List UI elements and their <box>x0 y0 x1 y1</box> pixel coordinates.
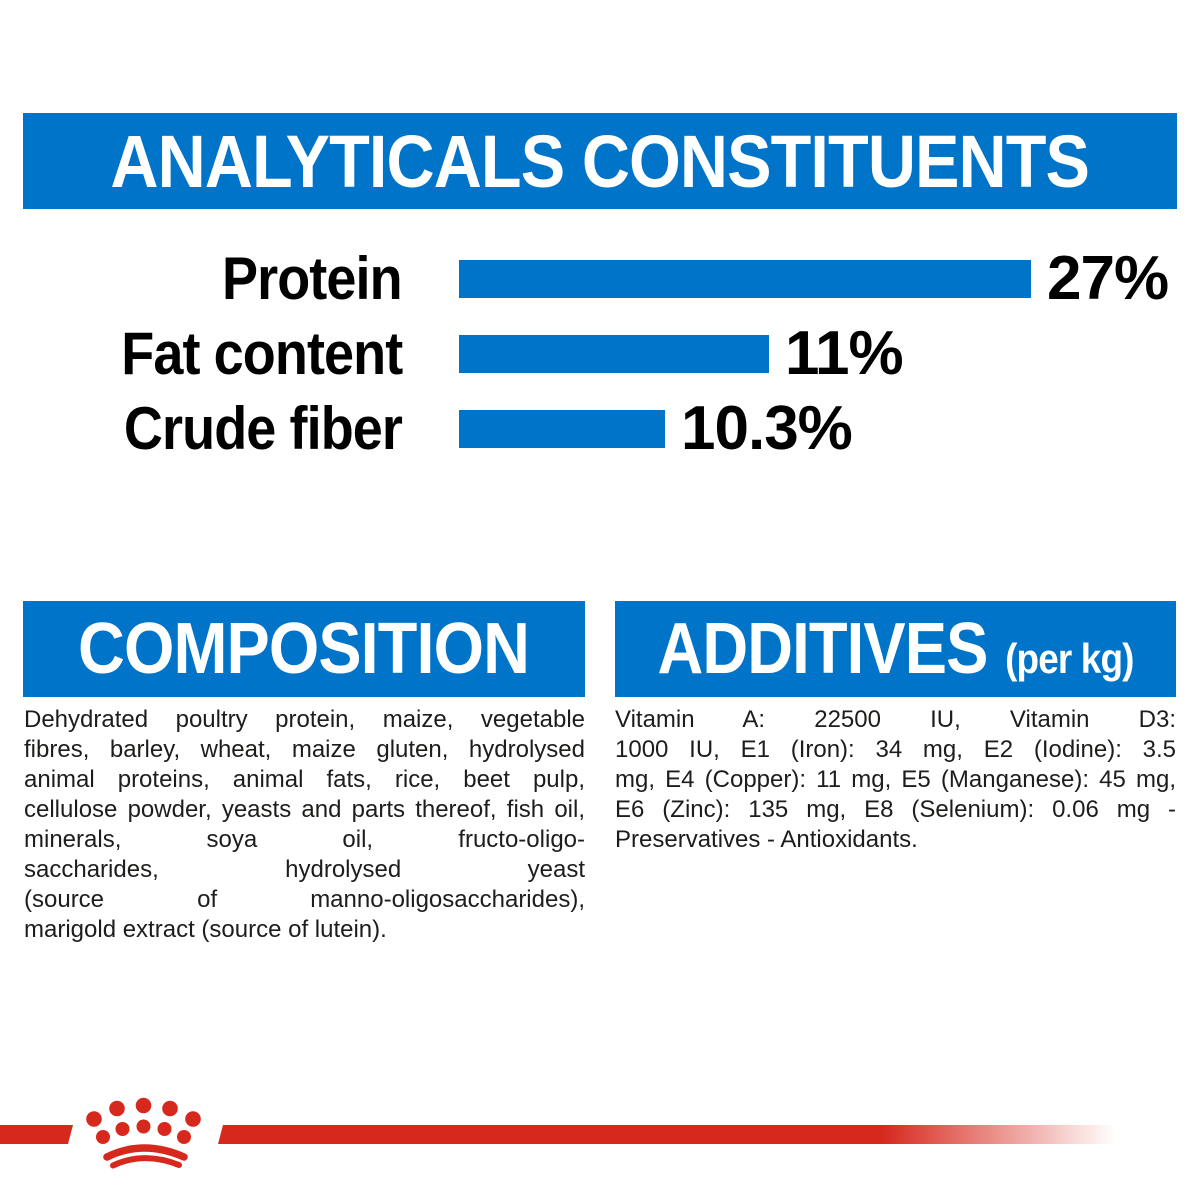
chart-row: Protein 27% <box>0 241 1200 316</box>
additives-line: E6 (Zinc): 135 mg, E8 (Selenium): 0.06 m… <box>615 796 1176 823</box>
additives-line: 1000 IU, E1 (Iron): 34 mg, E2 (Iodine): … <box>615 736 1176 763</box>
royal-canin-crown-logo <box>86 1097 201 1169</box>
additives-title-suffix: (per kg) <box>1005 635 1134 682</box>
red-rule-right <box>218 1125 1115 1144</box>
chart-row: Fat content 11% <box>0 316 1200 391</box>
nutrient-value: 11% <box>785 319 904 388</box>
composition-banner: COMPOSITION <box>23 601 585 697</box>
composition-line: fibres, barley, wheat, maize gluten, hyd… <box>24 736 585 763</box>
composition-line: animal proteins, animal fats, rice, beet… <box>24 766 585 793</box>
additives-title: ADDITIVES <box>657 609 988 689</box>
analyticals-banner: ANALYTICALS CONSTITUENTS <box>23 113 1177 209</box>
composition-line: cellulose powder, yeasts and parts there… <box>24 796 585 823</box>
chart-row: Crude fiber 10.3% <box>0 391 1200 466</box>
composition-line: saccharides, hydrolysed yeast <box>24 856 585 883</box>
nutrient-label: Fat content <box>120 320 403 387</box>
composition-text: Dehydrated poultry protein, maize, veget… <box>24 705 585 945</box>
composition-line: marigold extract (source of lutein). <box>24 916 387 943</box>
additives-banner: ADDITIVES (per kg) <box>615 601 1176 697</box>
additives-text: Vitamin A: 22500 IU, Vitamin D3: 1000 IU,… <box>615 705 1176 855</box>
nutrient-bar <box>459 409 665 448</box>
analyticals-title: ANALYTICALS CONSTITUENTS <box>110 119 1091 203</box>
additives-line: Vitamin A: 22500 IU, Vitamin D3: <box>615 706 1176 733</box>
composition-line: minerals, soya oil, fructo-oligo- <box>24 826 585 853</box>
analytical-constituents-chart: Protein 27% Fat content 11% Crude fiber … <box>0 241 1200 466</box>
nutrient-value: 10.3% <box>681 394 853 463</box>
nutrient-label: Crude fiber <box>123 395 403 462</box>
additives-line: Preservatives - Antioxidants. <box>615 826 918 853</box>
composition-line: Dehydrated poultry protein, maize, veget… <box>24 706 585 733</box>
nutrient-value: 27% <box>1047 244 1169 313</box>
composition-line: (source of manno-oligosaccharides), <box>24 886 585 913</box>
additives-line: mg, E4 (Copper): 11 mg, E5 (Manganese): … <box>615 766 1176 793</box>
nutrient-bar <box>459 334 769 373</box>
nutrient-label: Protein <box>222 245 403 312</box>
composition-title: COMPOSITION <box>78 609 531 689</box>
red-rule-left <box>0 1125 73 1144</box>
nutrient-bar <box>459 259 1031 298</box>
